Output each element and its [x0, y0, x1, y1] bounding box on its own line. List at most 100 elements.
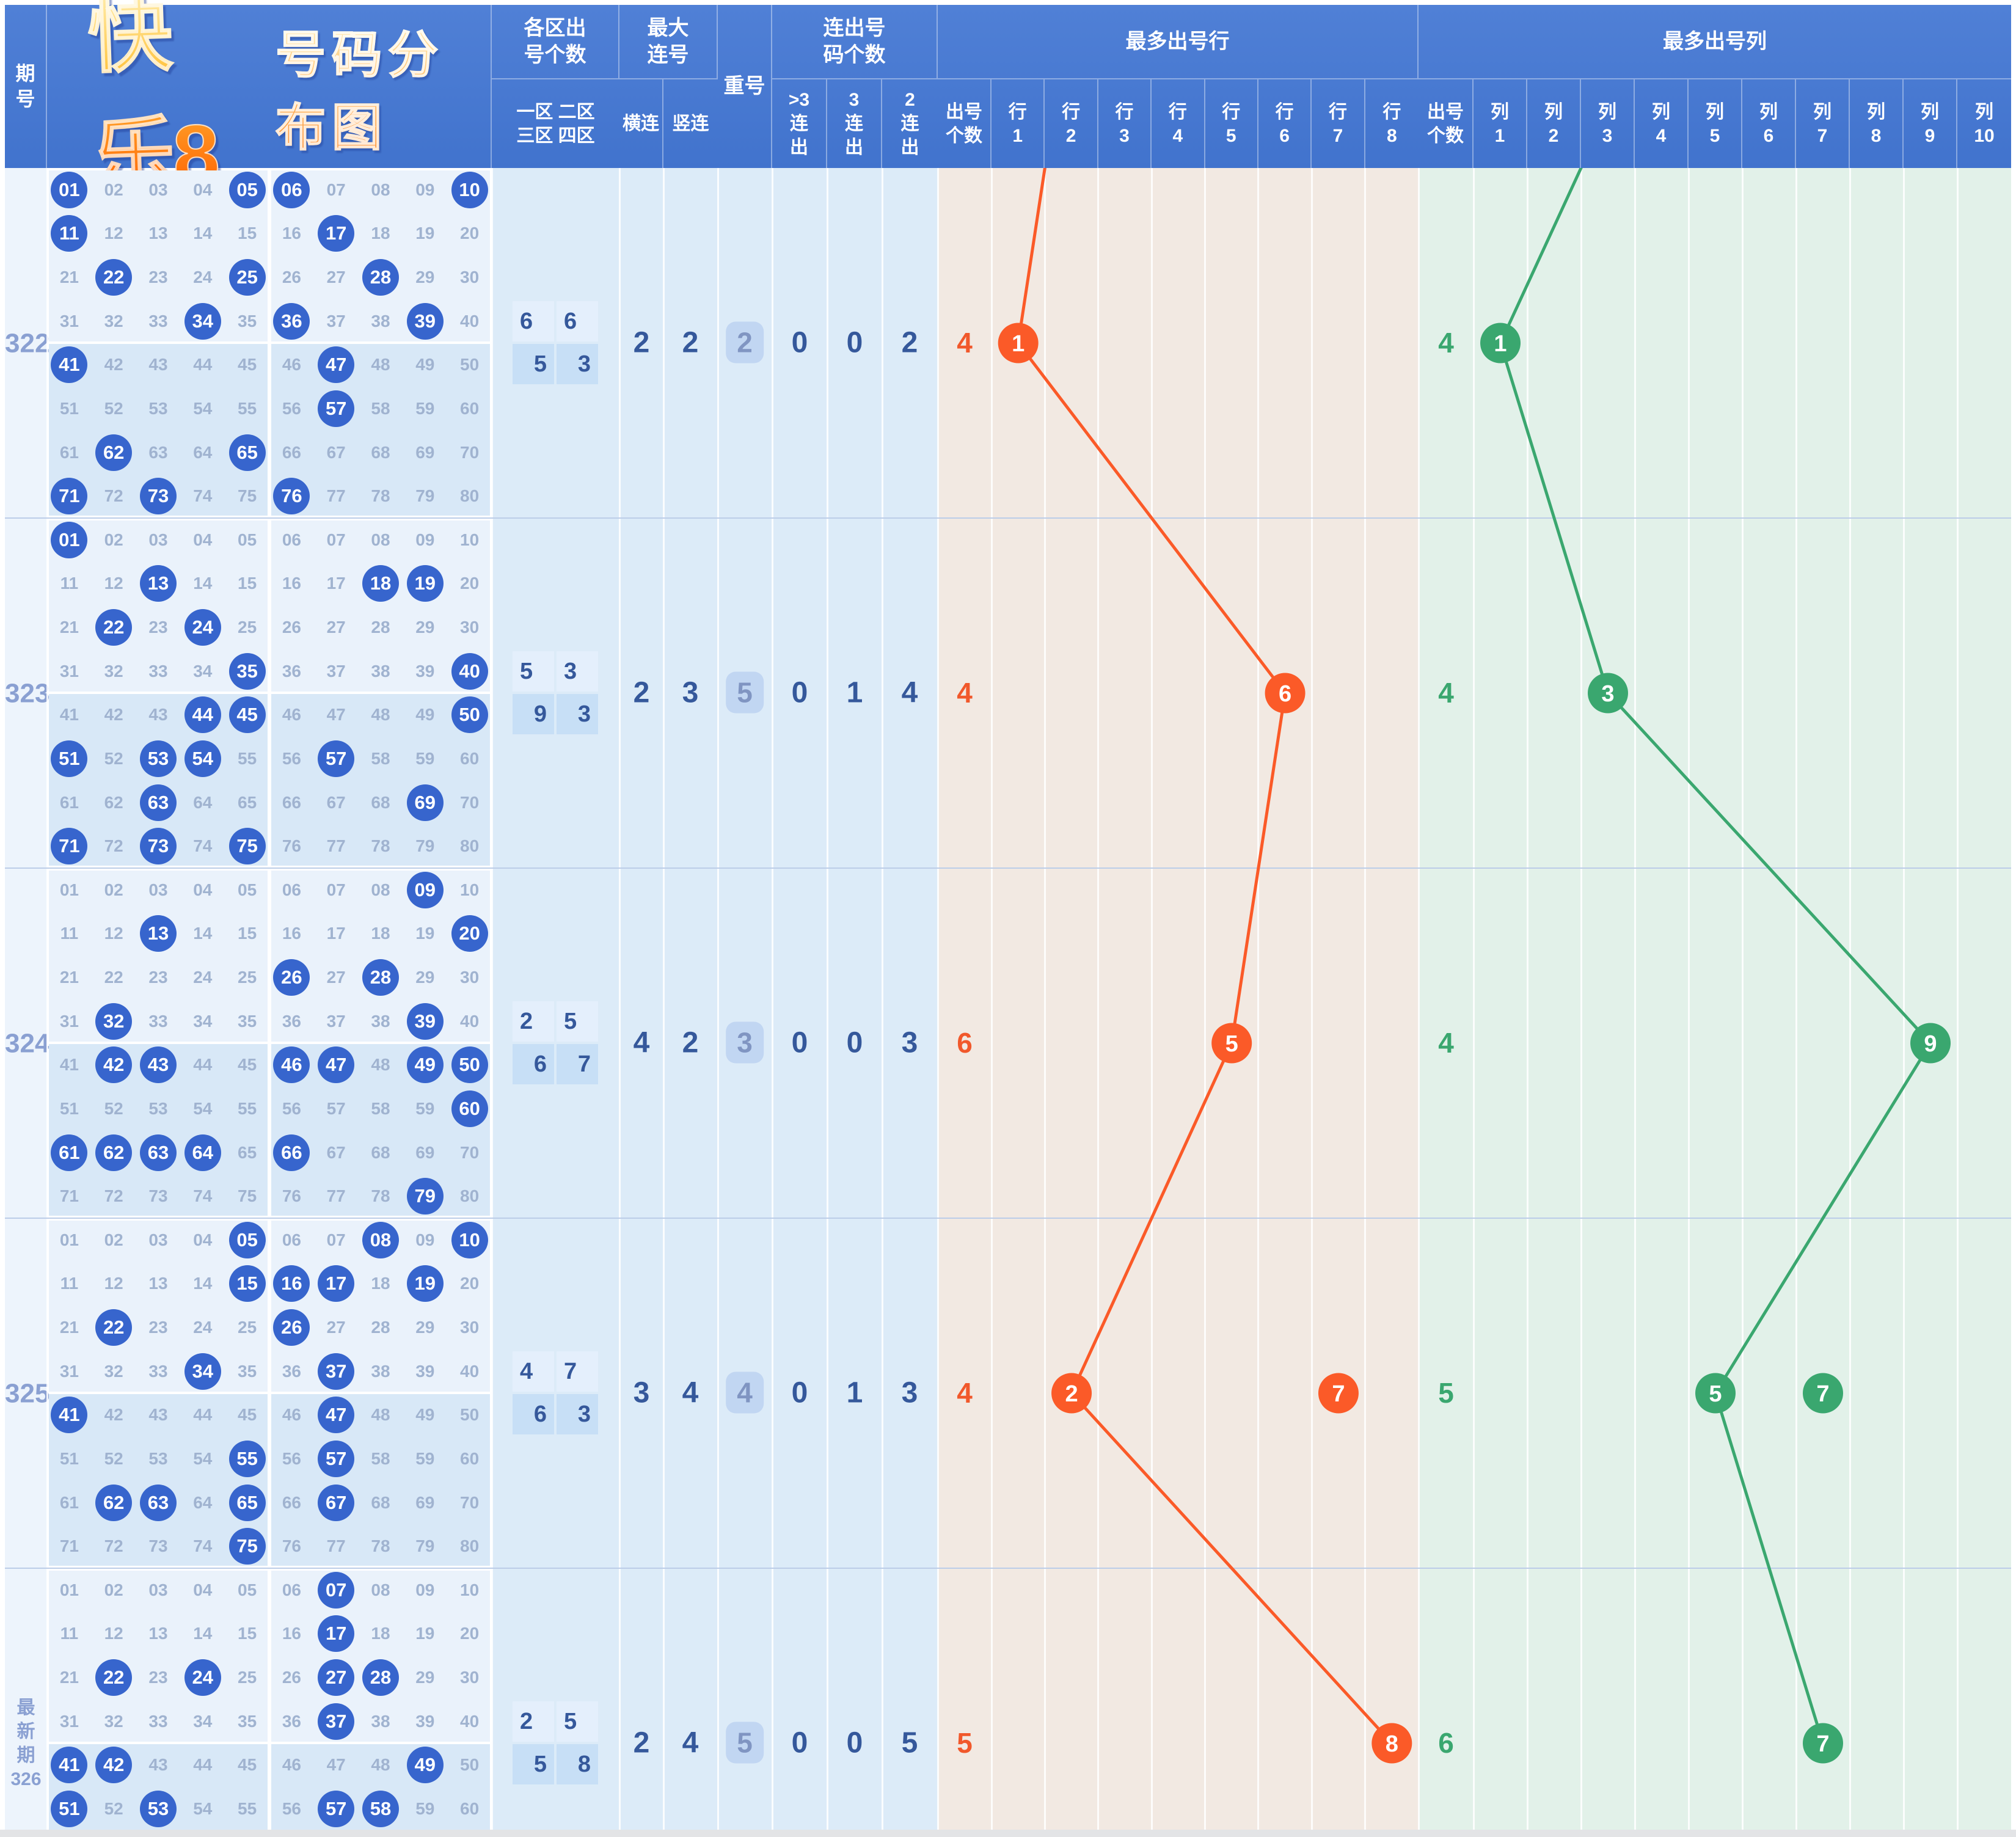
- most-frequent-column-marker-value: 5: [1709, 1381, 1722, 1407]
- drawn-number: 28: [362, 259, 399, 296]
- grid-number: 59: [415, 1799, 435, 1818]
- col-header-row-7: 行 7: [1312, 79, 1365, 168]
- grid-number: 72: [104, 836, 123, 856]
- grid-number: 32: [104, 1361, 123, 1381]
- stat-repeat-numbers: 2: [726, 321, 764, 363]
- grid-number: 48: [371, 705, 390, 725]
- most-frequent-row-trend-line: [1017, 168, 1393, 1745]
- grid-number: 50: [460, 355, 480, 374]
- col-header-period: 期 号: [5, 5, 47, 168]
- zone-quadrant: [271, 344, 490, 516]
- grid-number: 19: [415, 224, 435, 243]
- zone-count-value: 2: [513, 1701, 554, 1742]
- col-header-max-consecutive: 最大 连号: [619, 5, 718, 79]
- stat-3-streak: 1: [846, 676, 863, 709]
- zone-count-value: 5: [557, 1001, 598, 1042]
- grid-number: 42: [104, 1405, 123, 1425]
- grid-number: 42: [104, 705, 123, 725]
- grid-number: 78: [371, 486, 390, 506]
- grid-number: 71: [59, 1536, 79, 1556]
- grid-number: 20: [460, 224, 480, 243]
- grid-number: 58: [371, 398, 390, 418]
- drawn-number: 05: [228, 1221, 266, 1258]
- grid-number: 53: [148, 1448, 168, 1468]
- grid-number: 51: [59, 1098, 79, 1118]
- column-divider: [1526, 168, 1528, 1830]
- drawn-number: 19: [406, 565, 444, 602]
- grid-number: 27: [326, 1318, 346, 1337]
- grid-number: 33: [148, 311, 168, 331]
- drawn-number: 17: [318, 215, 355, 252]
- grid-number: 79: [415, 836, 435, 856]
- col-header-row-6: 行 6: [1258, 79, 1312, 168]
- grid-number: 44: [193, 1055, 213, 1075]
- period-label: 324: [5, 1028, 50, 1058]
- drawn-number: 39: [406, 302, 444, 340]
- stat-repeat-numbers: 3: [726, 1021, 764, 1064]
- col-header-row-count: 出号 个数: [938, 79, 992, 168]
- column-divider: [46, 168, 48, 1830]
- grid-number: 02: [104, 530, 123, 549]
- grid-number: 31: [59, 661, 79, 681]
- grid-number: 11: [60, 1624, 79, 1643]
- grid-number: 15: [238, 224, 257, 243]
- grid-number: 26: [282, 1668, 301, 1687]
- drawn-number: 26: [273, 959, 310, 996]
- drawn-number: 36: [273, 302, 310, 340]
- period-row-325: 325 01 02 03 04 05 06 07 08 09 10 11 12 13 14 15 16 17 18 1…: [5, 1218, 2011, 1568]
- grid-number: 09: [415, 180, 435, 199]
- drawn-number: 65: [228, 1484, 266, 1521]
- col-header-column-6: 列 6: [1742, 79, 1796, 168]
- column-divider: [881, 168, 883, 1830]
- grid-number: 59: [415, 748, 435, 768]
- grid-number: 44: [193, 355, 213, 374]
- column-divider: [618, 168, 621, 1830]
- grid-number: 60: [460, 1448, 480, 1468]
- grid-number: 05: [238, 1580, 257, 1599]
- grid-number: 23: [148, 1668, 168, 1687]
- grid-number: 49: [415, 705, 435, 725]
- drawn-number: 16: [273, 1265, 310, 1302]
- stat-vertical-consecutive: 2: [682, 1026, 699, 1059]
- stat-repeat-numbers: 5: [726, 671, 764, 714]
- grid-number: 36: [282, 661, 301, 681]
- grid-number: 75: [238, 1186, 257, 1206]
- grid-number: 21: [59, 618, 79, 637]
- stat-row-count: 6: [957, 1027, 973, 1059]
- grid-number: 64: [193, 792, 213, 812]
- grid-number: 35: [238, 1011, 257, 1031]
- grid-number: 68: [371, 1492, 390, 1512]
- grid-number: 07: [326, 180, 346, 199]
- drawn-number: 63: [140, 784, 177, 821]
- grid-number: 17: [326, 924, 346, 943]
- zone-count-value: 5: [513, 344, 554, 384]
- grid-number: 52: [104, 748, 123, 768]
- stat-vertical-consecutive: 2: [682, 326, 699, 359]
- drawn-number: 22: [95, 609, 133, 646]
- grid-number: 27: [326, 968, 346, 987]
- grid-number: 40: [460, 1011, 480, 1031]
- drawn-number: 53: [140, 740, 177, 777]
- column-divider: [1956, 168, 1959, 1830]
- grid-number: 43: [148, 355, 168, 374]
- most-frequent-row-marker: [1371, 1723, 1412, 1764]
- grid-number: 32: [104, 661, 123, 681]
- grid-number: 38: [371, 1361, 390, 1381]
- grid-number: 76: [282, 836, 301, 856]
- grid-number: 41: [59, 705, 79, 725]
- drawn-number: 58: [362, 1790, 399, 1827]
- grid-number: 10: [460, 530, 480, 549]
- zone-count-value: 5: [557, 1701, 598, 1742]
- column-divider: [1472, 168, 1475, 1830]
- grid-number: 21: [59, 968, 79, 987]
- stat-gt3-streak: 0: [791, 326, 808, 359]
- grid-number: 61: [59, 1492, 79, 1512]
- drawn-number: 64: [184, 1134, 221, 1171]
- grid-number: 58: [371, 748, 390, 768]
- grid-number: 61: [59, 442, 79, 462]
- grid-number: 54: [193, 1448, 213, 1468]
- grid-number: 07: [326, 1230, 346, 1249]
- grid-number: 67: [326, 792, 346, 812]
- grid-number: 02: [104, 180, 123, 199]
